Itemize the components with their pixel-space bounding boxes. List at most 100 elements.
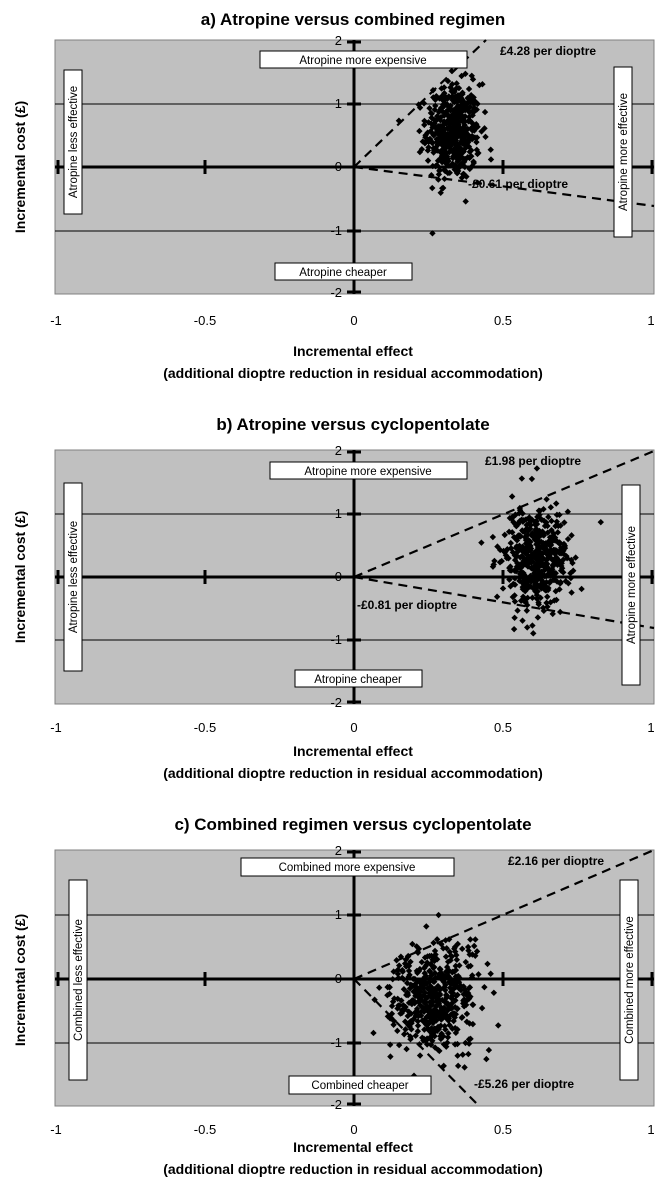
panel-b-point	[506, 576, 513, 583]
panel-a-point	[456, 154, 464, 161]
panel-b-point	[514, 607, 521, 614]
panel-c-point	[444, 958, 452, 965]
panel-b-point	[553, 518, 560, 525]
panel-a-point	[469, 76, 477, 83]
panel-b-point	[547, 549, 554, 557]
panel-c-point	[414, 1018, 422, 1025]
panel-a-point	[487, 156, 495, 163]
panel-b-point	[521, 575, 528, 583]
panel-b-point	[499, 585, 507, 592]
panel-b-point	[511, 592, 518, 599]
panel-b-point	[538, 516, 545, 524]
panel-b-point	[541, 522, 549, 530]
panel-c-point	[444, 1000, 452, 1007]
panel-c-point	[401, 1018, 409, 1025]
panel-c-point	[451, 945, 458, 953]
panel-c-point	[414, 1028, 422, 1035]
panel-b-point	[578, 585, 585, 593]
panel-a-x-tick-label: 1	[647, 313, 654, 328]
panel-c-point	[390, 1021, 397, 1028]
panel-c-point	[466, 1020, 473, 1027]
panel-a-point	[450, 133, 458, 140]
panel-c-point	[389, 998, 397, 1005]
panel-c-point	[423, 1041, 431, 1048]
panel-b-point	[549, 537, 556, 545]
panel-b-point	[529, 531, 536, 538]
panel-c-point	[429, 999, 436, 1006]
panel-c-point	[417, 996, 424, 1003]
panel-b-point	[522, 550, 529, 557]
panel-b-point	[533, 580, 540, 588]
panel-b-point	[509, 549, 517, 556]
panel-c-point	[395, 962, 403, 969]
panel-c-point	[412, 992, 419, 1000]
panel-a-point	[487, 146, 494, 153]
panel-b-point	[503, 547, 510, 554]
panel-b-point	[539, 528, 546, 535]
panel-a-point	[440, 84, 448, 91]
panel-b-point	[496, 546, 504, 554]
svg-text:Combined less effective: Combined less effective	[73, 919, 85, 1041]
panel-c-point	[451, 1003, 459, 1011]
panel-c-point	[403, 979, 411, 987]
panel-a-point	[481, 108, 489, 116]
panel-c-point	[463, 1010, 471, 1018]
panel-c-point	[409, 940, 416, 948]
panel-a-point	[444, 101, 451, 108]
panel-c-y-tick-label: -2	[330, 1097, 342, 1112]
panel-c-point	[436, 1011, 443, 1018]
panel-c-point	[443, 963, 451, 971]
panel-c-point	[458, 1014, 465, 1021]
panel-a-point	[444, 125, 452, 132]
panel-c-point	[455, 985, 463, 992]
panel-b-point	[530, 630, 537, 637]
panel-c-point	[433, 1002, 440, 1010]
panel-c-point	[465, 1036, 473, 1043]
panel-b-point	[514, 548, 521, 556]
panel-b-point	[541, 545, 548, 553]
panel-a-y-tick-label: -2	[330, 285, 342, 300]
panel-b-threshold-line-lower	[353, 575, 655, 630]
panel-c-point	[415, 967, 423, 975]
panel-c-point	[402, 1003, 409, 1011]
panel-a-point	[457, 110, 464, 117]
panel-c-point	[442, 937, 449, 944]
panel-c-point	[421, 989, 429, 996]
panel-c-point	[465, 1050, 472, 1058]
panel-a-point	[457, 128, 464, 136]
panel-b-point	[532, 525, 540, 533]
panel-b-point	[500, 547, 507, 555]
panel-b-point	[539, 554, 547, 562]
panel-c-point	[449, 968, 456, 976]
panel-a-point	[451, 161, 459, 169]
panel-b-point	[531, 548, 539, 556]
panel-b-point	[512, 511, 519, 519]
panel-a-point	[424, 147, 432, 154]
panel-c-point	[444, 972, 452, 979]
panel-c-point	[421, 964, 428, 972]
panel-a-point	[473, 134, 481, 141]
panel-b-point	[561, 519, 568, 526]
panel-c-point	[454, 1005, 461, 1013]
panel-b-point	[568, 589, 575, 596]
panel-b-point	[525, 557, 532, 564]
panel-c-point	[455, 972, 462, 980]
panel-c-x-tick-label: 1	[647, 1122, 654, 1137]
panel-c-point	[450, 1010, 458, 1017]
panel-c-point	[431, 1009, 438, 1017]
panel-b-point	[564, 535, 572, 543]
panel-c-x-tick-label: -1	[50, 1122, 62, 1137]
panel-a-title: a) Atropine versus combined regimen	[201, 10, 506, 29]
panel-b-point	[491, 557, 498, 565]
panel-c-point	[414, 1022, 422, 1029]
svg-text:Atropine cheaper: Atropine cheaper	[314, 674, 402, 686]
panel-c-point	[454, 1026, 461, 1033]
panel-b-point	[547, 599, 554, 606]
panel-b-point	[525, 527, 532, 534]
panel-a-point	[435, 108, 443, 116]
panel-b-point	[519, 596, 527, 604]
panel-b-point	[510, 580, 517, 588]
panel-a-point	[425, 144, 432, 151]
panel-c-point	[444, 1034, 452, 1041]
panel-c-point	[459, 1051, 466, 1058]
